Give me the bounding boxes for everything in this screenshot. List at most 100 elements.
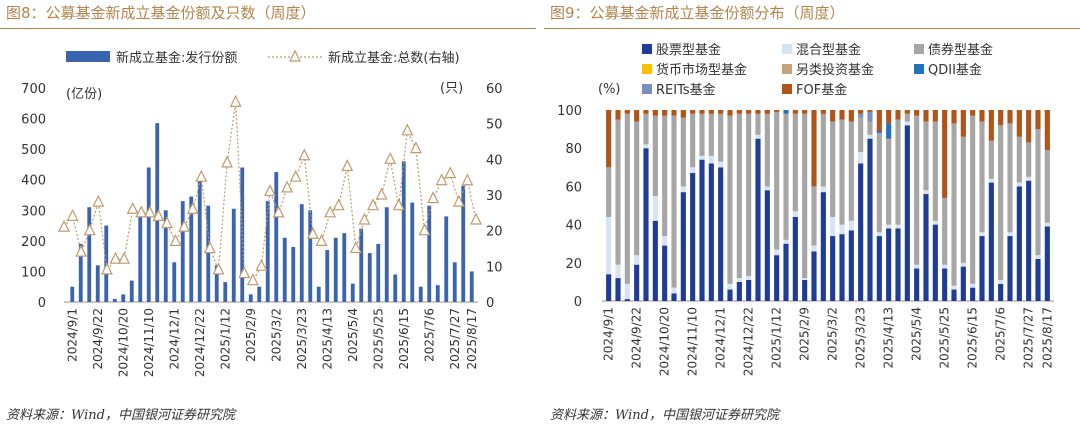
stack-segment — [606, 216, 612, 275]
point-fund-count — [409, 141, 422, 154]
right-source-note: 资料来源：Wind，中国银河证券研究院 — [550, 408, 779, 423]
stack-segment — [820, 113, 826, 187]
stack-segment — [979, 110, 985, 122]
right-axis-unit: (只) — [440, 81, 463, 96]
stack-segment — [830, 236, 836, 301]
stack-segment — [615, 110, 621, 120]
stack-segment — [886, 228, 892, 301]
left-x-tick-label: 2025/5/4 — [346, 308, 360, 362]
stack-segment — [904, 110, 910, 114]
stack-segment — [998, 125, 1004, 280]
stack-segment — [746, 113, 752, 277]
bar-issue-share — [469, 271, 474, 302]
stack-segment — [876, 131, 882, 133]
x-tick-label: 2025/7/27 — [1022, 307, 1036, 369]
point-fund-count — [324, 205, 337, 218]
point-fund-count — [238, 266, 251, 279]
bar-issue-share — [308, 210, 313, 302]
left-x-tick-label: 2025/7/6 — [422, 308, 436, 362]
x-tick-label: 2024/9/1 — [602, 307, 616, 361]
bar-issue-share — [418, 286, 423, 302]
stack-segment — [671, 293, 677, 301]
stack-segment — [904, 113, 910, 122]
stack-segment — [1016, 110, 1022, 137]
point-fund-count — [126, 201, 139, 214]
stack-segment — [643, 144, 649, 149]
stack-segment — [923, 194, 929, 301]
stack-segment — [774, 111, 780, 250]
stack-segment — [727, 283, 733, 290]
x-tick-label: 2024/9/22 — [630, 307, 644, 369]
point-fund-count — [100, 262, 113, 275]
left-x-tick-label: 2025/3/2 — [269, 308, 283, 362]
legend-label-line: 新成立基金:总数(右轴) — [328, 50, 460, 66]
bar-issue-share — [257, 286, 262, 302]
legend-swatch — [782, 44, 792, 54]
point-fund-count — [246, 273, 259, 286]
stack-segment — [830, 121, 836, 217]
legend-swatch — [914, 44, 924, 54]
stack-segment — [951, 289, 957, 301]
legend-swatch — [642, 64, 652, 74]
point-fund-count — [118, 251, 131, 264]
stack-segment — [886, 123, 892, 139]
left-figure-panel: 图8：公募基金新成立基金份额及只数（周度） 新成立基金:发行份额 新成立基金:总数… — [0, 0, 536, 429]
x-tick-label: 2024/11/10 — [686, 307, 700, 376]
stack-segment — [718, 161, 724, 168]
stack-segment — [1035, 129, 1041, 256]
stack-segment — [914, 115, 920, 265]
bar-issue-share — [87, 207, 92, 302]
right-y-tick-label: 20 — [486, 225, 503, 240]
x-tick-label: 2025/3/23 — [854, 307, 868, 369]
left-axis-unit: (亿份) — [66, 87, 102, 102]
legend-label: 货币市场型基金 — [656, 62, 747, 78]
point-fund-count — [109, 251, 122, 264]
stack-segment — [914, 268, 920, 301]
legend-marker-triangle — [289, 49, 301, 62]
stack-segment — [858, 110, 864, 114]
point-fund-count — [186, 201, 199, 214]
left-x-tick-label: 2024/9/22 — [91, 308, 105, 370]
stack-segment — [690, 167, 696, 174]
point-fund-count — [470, 212, 482, 225]
right-axis-unit: (%) — [598, 82, 621, 97]
left-x-tick-label: 2025/5/25 — [371, 308, 385, 370]
bar-issue-share — [70, 286, 75, 302]
x-tick-label: 2025/3/2 — [826, 307, 840, 361]
stack-segment — [932, 110, 938, 122]
stack-segment — [755, 138, 761, 301]
stack-segment — [904, 121, 910, 126]
x-tick-label: 2024/12/22 — [742, 307, 756, 376]
bar-issue-share — [214, 265, 219, 302]
bar-issue-share — [189, 196, 194, 302]
stack-segment — [876, 236, 882, 301]
left-y-tick-label: 500 — [21, 143, 46, 158]
stack-segment — [652, 110, 658, 116]
stack-segment — [802, 279, 808, 301]
stack-segment — [970, 115, 976, 284]
point-fund-count — [289, 169, 302, 182]
stack-segment — [783, 113, 789, 240]
stack-segment — [624, 299, 630, 301]
point-fund-count — [375, 187, 388, 200]
stack-segment — [820, 192, 826, 301]
point-fund-count — [358, 212, 371, 225]
left-x-tick-label: 2025/7/27 — [448, 308, 462, 370]
bar-issue-share — [265, 201, 270, 302]
right-y-tick-label: 0 — [486, 296, 494, 311]
stack-segment — [690, 113, 696, 168]
stack-segment — [858, 113, 864, 118]
stack-segment — [858, 152, 864, 164]
point-fund-count — [444, 166, 457, 179]
stack-segment — [895, 110, 901, 120]
stack-segment — [746, 276, 752, 280]
bar-issue-share — [146, 167, 151, 302]
stack-segment — [624, 113, 630, 284]
bar-issue-share — [180, 201, 185, 302]
stack-segment — [848, 230, 854, 301]
stack-segment — [755, 113, 761, 135]
stack-segment — [970, 287, 976, 301]
stack-segment — [988, 178, 994, 183]
stack-segment — [848, 110, 854, 122]
